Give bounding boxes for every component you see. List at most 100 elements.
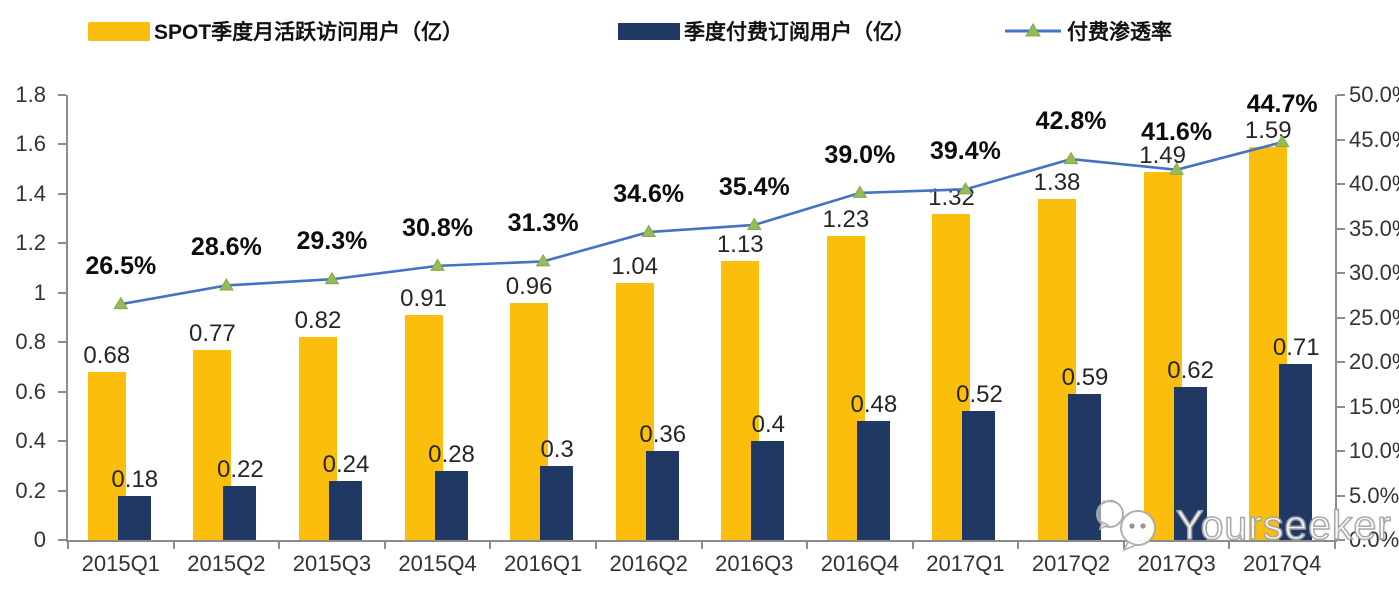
y-left-tick <box>58 341 66 344</box>
y-right-tick-label: 20.0% <box>1349 349 1399 374</box>
x-axis-tick <box>1334 542 1336 549</box>
x-axis-tick <box>700 542 703 549</box>
x-axis-tick <box>1122 542 1125 549</box>
mau-value-label: 0.96 <box>505 272 553 300</box>
subs-value-label: 0.3 <box>540 435 574 463</box>
y-right-tick <box>1337 539 1345 541</box>
y-right-tick-label: 50.0% <box>1349 82 1399 107</box>
mau-value-label: 0.91 <box>400 285 447 313</box>
x-category-label: 2017Q4 <box>1243 551 1322 576</box>
x-category-label: 2017Q3 <box>1137 551 1216 576</box>
x-axis-tick <box>67 542 69 549</box>
subs-bar <box>1068 394 1102 540</box>
y-right-tick-label: 45.0% <box>1349 126 1399 152</box>
x-axis-tick <box>911 542 914 549</box>
y-left-tick-label: 0.6 <box>15 378 46 404</box>
y-left-tick <box>58 94 66 96</box>
x-category-label: 2016Q2 <box>609 551 688 576</box>
subs-bar <box>223 485 257 540</box>
subs-value-label: 0.48 <box>850 391 898 419</box>
subs-bar <box>751 441 785 540</box>
x-axis-tick <box>172 542 175 549</box>
y-left-tick-label: 1.4 <box>15 180 46 206</box>
x-category-label: 2015Q2 <box>187 551 266 576</box>
y-left-tick <box>58 242 66 245</box>
subs-value-label: 0.62 <box>1167 356 1214 384</box>
subs-bar-swatch-icon <box>618 22 680 40</box>
subs-value-label: 0.22 <box>217 455 264 483</box>
subs-value-label: 0.36 <box>639 421 687 448</box>
legend-item-subs: 季度付费订阅用户（亿） <box>618 16 915 46</box>
y-right-tick <box>1337 405 1345 408</box>
x-category-label: 2015Q1 <box>81 551 160 576</box>
mau-value-label: 0.77 <box>189 319 236 347</box>
y-left-tick-label: 0.4 <box>15 428 46 454</box>
y-left-tick-label: 1.6 <box>15 131 46 157</box>
y-right-tick-label: 35.0% <box>1349 215 1399 241</box>
x-axis-tick <box>1228 542 1231 549</box>
y-left-tick <box>58 489 66 492</box>
y-right-tick <box>1337 94 1345 96</box>
x-category-label: 2015Q3 <box>292 551 372 576</box>
y-left-tick-label: 0 <box>33 527 46 552</box>
mau-value-label: 1.23 <box>822 205 870 233</box>
x-axis-tick <box>1017 542 1020 549</box>
legend-label-subs: 季度付费订阅用户（亿） <box>684 21 915 44</box>
penetration-rate-label: 41.6% <box>1141 117 1213 146</box>
y-right-tick-label: 10.0% <box>1349 438 1399 463</box>
mau-value-label: 1.13 <box>716 230 764 258</box>
legend-item-penetration: 付费渗透率 <box>1005 16 1172 46</box>
mau-value-label: 0.82 <box>294 307 342 335</box>
y-left-tick <box>58 143 66 146</box>
x-axis-tick <box>278 542 281 549</box>
subs-bar <box>328 480 362 540</box>
subs-value-label: 0.18 <box>111 465 159 493</box>
line-marker-swatch-icon <box>1005 23 1061 37</box>
x-category-label: 2016Q3 <box>715 551 794 576</box>
subs-bar <box>962 411 996 540</box>
y-right-tick-label: 40.0% <box>1349 171 1399 196</box>
y-right-tick <box>1337 138 1345 141</box>
subs-value-label: 0.52 <box>956 381 1003 409</box>
subs-bar <box>434 470 468 540</box>
legend-item-mau: SPOT季度月活跃访问用户（亿） <box>88 16 463 46</box>
y-right-tick-label: 30.0% <box>1349 260 1399 285</box>
legend-label-mau: SPOT季度月活跃访问用户（亿） <box>154 21 464 44</box>
penetration-rate-label: 35.4% <box>718 172 790 201</box>
watermark: Yourseeker <box>1090 496 1392 554</box>
y-right-tick <box>1337 450 1345 452</box>
y-left-tick-label: 1.8 <box>15 82 46 107</box>
y-left-tick-label: 1.2 <box>15 230 46 256</box>
x-axis-tick <box>806 542 809 549</box>
y-left-tick <box>58 440 66 443</box>
y-right-tick-label: 25.0% <box>1349 304 1399 330</box>
watermark-text: Yourseeker <box>1175 501 1392 549</box>
subs-bar <box>1279 364 1313 540</box>
mau-value-label: 0.68 <box>83 341 131 369</box>
x-axis-tick <box>594 542 597 549</box>
mau-bar-swatch-icon <box>88 21 150 41</box>
penetration-rate-label: 39.4% <box>930 137 1001 166</box>
y-axis-right-line <box>1335 95 1337 542</box>
x-category-label: 2016Q1 <box>503 551 583 576</box>
y-right-tick <box>1337 361 1345 363</box>
x-axis-line <box>66 540 1337 542</box>
y-left-tick-label: 1 <box>33 279 46 305</box>
y-right-tick <box>1337 494 1345 497</box>
mau-value-label: 1.04 <box>611 252 659 280</box>
x-axis-tick <box>383 542 386 549</box>
y-left-tick <box>58 390 66 393</box>
x-category-label: 2015Q4 <box>398 551 477 576</box>
subs-value-label: 0.28 <box>428 440 475 468</box>
subs-value-label: 0.24 <box>322 450 370 478</box>
mau-value-label: 1.38 <box>1033 168 1081 196</box>
y-left-tick <box>58 539 66 541</box>
subs-bar <box>1173 386 1207 540</box>
y-right-tick <box>1337 183 1345 185</box>
penetration-rate-label: 42.8% <box>1035 107 1107 136</box>
mau-value-label: 1.32 <box>928 183 975 211</box>
y-right-tick-label: 5.0% <box>1349 482 1399 508</box>
x-category-label: 2017Q2 <box>1031 551 1111 576</box>
y-right-tick <box>1337 272 1345 274</box>
